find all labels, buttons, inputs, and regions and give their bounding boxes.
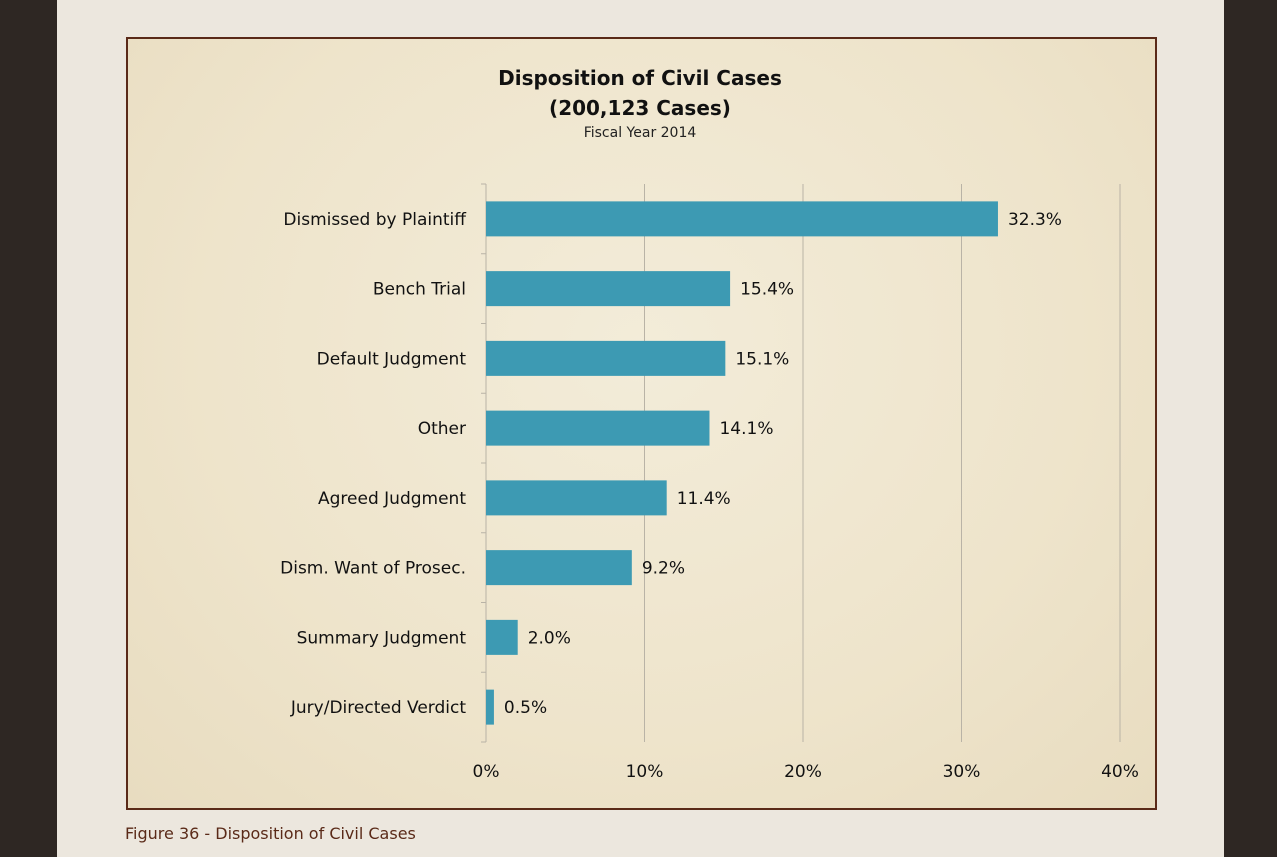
report-page: Disposition of Civil Cases (200,123 Case… — [57, 0, 1224, 857]
value-label: 15.4% — [740, 280, 794, 300]
category-labels: Dismissed by Plaintiff Bench Trial Default… — [280, 210, 467, 718]
category-label: Summary Judgment — [297, 628, 467, 648]
bars — [486, 201, 998, 725]
category-label: Dismissed by Plaintiff — [283, 210, 467, 230]
bar — [486, 619, 518, 655]
value-label: 32.3% — [1008, 210, 1062, 230]
value-label: 11.4% — [677, 489, 731, 509]
bar — [486, 340, 726, 376]
category-label: Other — [418, 419, 466, 439]
bar — [486, 480, 667, 516]
value-labels: 32.3% 15.4% 15.1% 14.1% 11.4% 9.2% 2.0% 0.5% — [504, 210, 1062, 718]
x-tick-label: 40% — [1101, 762, 1139, 782]
bar — [486, 550, 632, 586]
value-label: 0.5% — [504, 698, 547, 718]
x-axis-ticks: 0% 10% 20% 30% 40% — [473, 762, 1139, 782]
x-tick-label: 20% — [784, 762, 822, 782]
category-label: Jury/Directed Verdict — [290, 698, 466, 718]
y-axis — [481, 183, 487, 743]
chart-title: Disposition of Civil Cases — [498, 66, 782, 90]
category-label: Bench Trial — [373, 280, 466, 300]
value-label: 2.0% — [528, 628, 571, 648]
chart-title-line2: (200,123 Cases) — [549, 96, 731, 120]
value-label: 14.1% — [719, 419, 773, 439]
category-label: Default Judgment — [317, 349, 467, 369]
bar-chart: Disposition of Civil Cases (200,123 Case… — [280, 66, 1139, 782]
x-tick-label: 10% — [626, 762, 664, 782]
value-label: 15.1% — [735, 349, 789, 369]
value-label: 9.2% — [642, 559, 685, 579]
chart-subtitle: Fiscal Year 2014 — [584, 125, 697, 141]
category-label: Agreed Judgment — [318, 489, 466, 509]
x-tick-label: 0% — [473, 762, 500, 782]
figure-caption: Figure 36 - Disposition of Civil Cases — [125, 824, 416, 843]
chart-frame: Disposition of Civil Cases (200,123 Case… — [126, 37, 1157, 810]
bar — [486, 201, 998, 237]
category-label: Dism. Want of Prosec. — [280, 559, 466, 579]
bar — [486, 271, 731, 307]
bar — [486, 410, 710, 446]
bar — [486, 689, 494, 725]
x-tick-label: 30% — [943, 762, 981, 782]
grid-lines — [644, 184, 1121, 742]
